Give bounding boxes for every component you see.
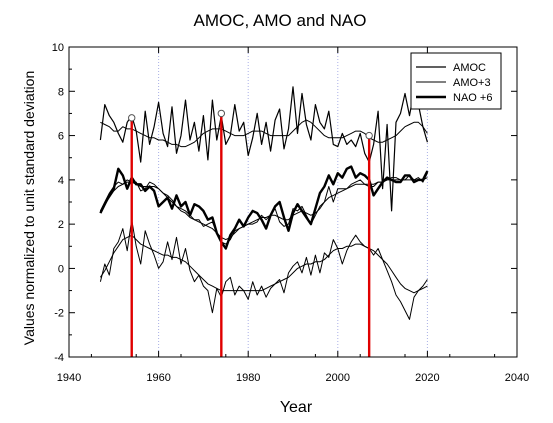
series-smooth-line-1 bbox=[99, 177, 428, 241]
legend-label-1: AMO+3 bbox=[453, 77, 491, 89]
legend-label-0: AMOC bbox=[453, 62, 486, 74]
grid-lines bbox=[158, 47, 428, 357]
vertical-markers bbox=[128, 109, 373, 357]
x-tick-label: 1980 bbox=[236, 372, 260, 384]
y-axis-label: Values normalized to unit standard devia… bbox=[21, 71, 37, 345]
x-tick-label: 2020 bbox=[415, 372, 439, 384]
x-tick-label: 1960 bbox=[146, 372, 170, 384]
legend-label-2: NAO +6 bbox=[453, 92, 492, 104]
legend-box bbox=[410, 52, 502, 110]
chart-title: AMOC, AMO and NAO bbox=[194, 11, 367, 30]
y-tick-label: 6 bbox=[58, 131, 64, 143]
series-smooth-line-0 bbox=[100, 119, 428, 148]
x-tick-label: 2000 bbox=[326, 372, 350, 384]
y-tick-label: 10 bbox=[52, 42, 64, 54]
series-line-3 bbox=[99, 219, 428, 320]
series-smooth-line-3 bbox=[99, 234, 428, 294]
series-line-0 bbox=[99, 86, 428, 212]
y-tick-label: -2 bbox=[54, 308, 64, 320]
vertical-marker-circle-1 bbox=[217, 109, 226, 118]
y-tick-label: 2 bbox=[58, 219, 64, 231]
series-layer bbox=[99, 86, 429, 320]
y-tick-label: 0 bbox=[58, 263, 64, 275]
series-line-2 bbox=[99, 165, 429, 250]
legend: AMOC AMO+3 NAO +6 bbox=[410, 52, 502, 110]
x-tick-label: 1940 bbox=[57, 372, 81, 384]
vertical-marker-circle-0 bbox=[128, 114, 136, 122]
y-tick-label: -4 bbox=[54, 352, 64, 364]
y-tick-label: 8 bbox=[58, 86, 64, 98]
series-line-1 bbox=[99, 172, 428, 245]
y-tick-label: 4 bbox=[58, 175, 64, 187]
x-tick-label: 2040 bbox=[505, 372, 529, 384]
axis-ticks: 1940 1960 1980 2000 2020 2040 -4 -2 0 2 4 6 8 10 bbox=[52, 42, 529, 384]
vertical-marker-circle-2 bbox=[365, 131, 373, 140]
x-axis-label: Year bbox=[280, 399, 313, 416]
